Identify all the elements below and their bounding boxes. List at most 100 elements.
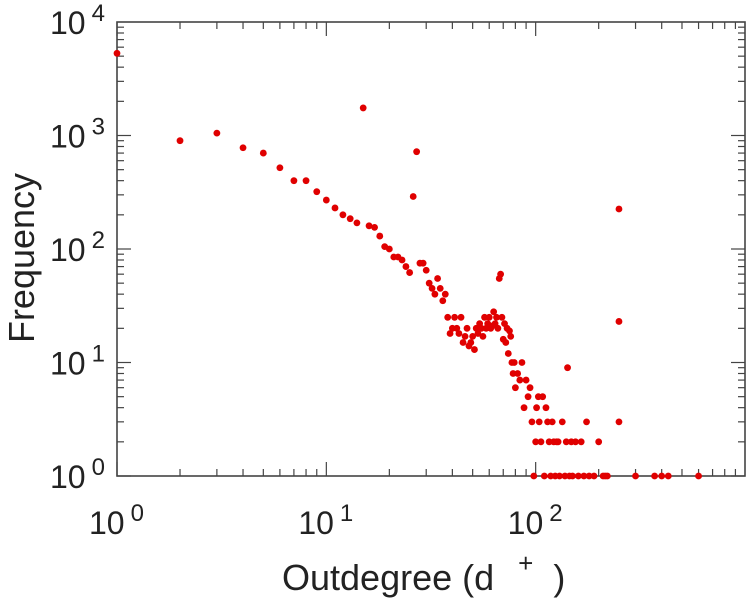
- data-point: [494, 324, 502, 332]
- data-point: [385, 245, 393, 253]
- data-point: [533, 404, 540, 412]
- data-point: [539, 393, 547, 401]
- data-point: [467, 339, 475, 346]
- data-point: [556, 472, 563, 480]
- data-point: [574, 472, 582, 480]
- x-tick-label-base: 10: [508, 505, 544, 541]
- data-point: [511, 384, 519, 392]
- data-point: [259, 149, 267, 157]
- data-point: [507, 332, 515, 340]
- data-point: [431, 290, 439, 298]
- y-tick-label-base: 10: [50, 346, 86, 382]
- data-point: [428, 284, 436, 292]
- data-point: [564, 364, 571, 372]
- data-point: [520, 404, 528, 412]
- data-point: [406, 269, 414, 276]
- data-point: [585, 472, 593, 480]
- data-point: [548, 418, 556, 426]
- y-tick-label-base: 10: [50, 459, 86, 495]
- data-point: [469, 332, 477, 340]
- data-point: [493, 313, 500, 321]
- x-tick-label-base: 10: [89, 505, 125, 541]
- data-point: [413, 148, 421, 156]
- data-point: [481, 313, 488, 321]
- data-point: [542, 404, 550, 412]
- data-point: [434, 275, 441, 282]
- data-point: [425, 279, 433, 287]
- y-tick-label: 10 0: [50, 454, 105, 495]
- data-point: [479, 332, 487, 340]
- data-point: [213, 129, 221, 137]
- data-point: [376, 232, 384, 240]
- data-point: [422, 266, 430, 274]
- data-point: [524, 393, 532, 401]
- data-point: [239, 144, 247, 152]
- data-point: [497, 270, 505, 278]
- data-point: [516, 376, 524, 384]
- data-point: [544, 418, 551, 426]
- data-point: [461, 332, 469, 340]
- data-point: [569, 472, 576, 480]
- data-point: [371, 223, 378, 231]
- data-point: [615, 418, 623, 426]
- y-tick-label: 10 4: [50, 0, 105, 41]
- data-point: [455, 330, 463, 337]
- data-point: [451, 313, 459, 321]
- x-tick-label-exponent: 2: [549, 500, 562, 527]
- x-axis-title-main: Outdegree (d: [282, 557, 494, 598]
- data-point: [535, 418, 543, 426]
- data-point: [436, 284, 444, 292]
- data-point: [365, 222, 373, 230]
- data-point: [441, 290, 449, 298]
- data-point: [453, 324, 461, 332]
- data-point: [528, 418, 536, 426]
- data-point: [514, 370, 522, 377]
- data-point: [485, 313, 493, 321]
- x-tick-label-exponent: 0: [131, 500, 144, 527]
- y-tick-label-exponent: 4: [92, 0, 105, 27]
- data-point: [346, 215, 354, 223]
- x-tick-label-base: 10: [298, 505, 334, 541]
- data-point: [595, 438, 603, 446]
- data-point: [664, 472, 672, 480]
- data-points: [113, 49, 702, 480]
- data-point: [510, 359, 518, 366]
- data-point: [577, 438, 585, 446]
- data-point: [632, 472, 639, 480]
- data-point: [359, 104, 367, 112]
- data-point: [651, 472, 659, 480]
- data-point: [331, 204, 339, 212]
- data-point: [302, 177, 310, 185]
- y-tick-label-exponent: 1: [92, 341, 105, 368]
- data-point: [615, 318, 623, 325]
- y-tick-label: 10 2: [50, 227, 105, 268]
- data-point: [446, 330, 454, 337]
- data-point: [572, 438, 579, 446]
- data-point: [474, 330, 482, 337]
- y-axis-ticks: [117, 26, 745, 477]
- y-tick-label-base: 10: [50, 232, 86, 268]
- data-point: [580, 472, 588, 480]
- x-tick-label: 10 2: [508, 500, 563, 541]
- data-point: [518, 359, 526, 366]
- data-point: [590, 472, 598, 480]
- data-point: [471, 346, 478, 353]
- data-point: [176, 137, 184, 145]
- x-axis-title: Outdegree (d + ): [282, 539, 565, 598]
- x-axis-title-close: ): [553, 557, 565, 598]
- data-point: [526, 384, 534, 392]
- y-tick-label: 10 3: [50, 114, 105, 155]
- data-point: [603, 472, 611, 480]
- data-point: [472, 324, 480, 332]
- data-point: [506, 327, 513, 335]
- data-point: [439, 297, 447, 305]
- x-axis-tick-labels: 10 0 10 1 10 2: [89, 500, 563, 541]
- data-point: [558, 418, 566, 426]
- data-point: [540, 472, 548, 480]
- y-tick-label-exponent: 2: [92, 227, 105, 254]
- data-point: [562, 438, 570, 446]
- data-point: [498, 313, 506, 321]
- x-tick-label: 10 1: [298, 500, 353, 541]
- data-point: [313, 188, 321, 196]
